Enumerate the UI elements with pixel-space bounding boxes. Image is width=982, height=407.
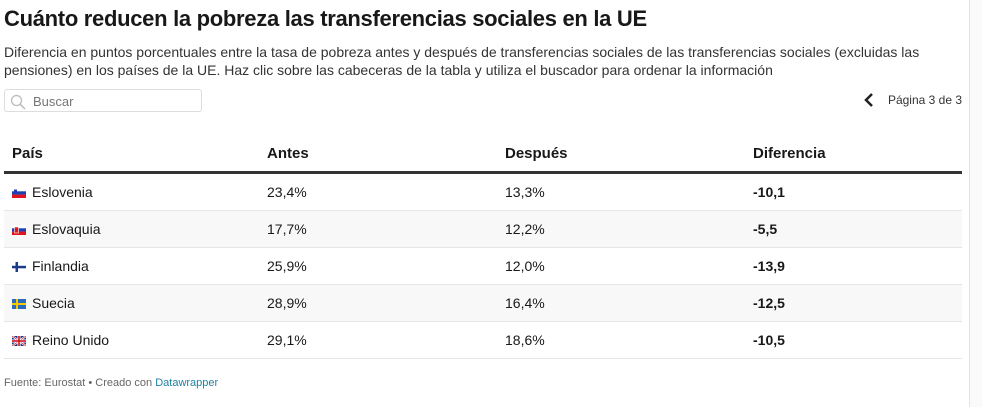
- country-name: Finlandia: [32, 258, 89, 274]
- diferencia-cell: -5,5: [745, 210, 962, 248]
- subtitle: Diferencia en puntos porcentuales entre …: [4, 44, 920, 78]
- country-cell: Finlandia: [4, 247, 259, 285]
- scrollbar[interactable]: [969, 0, 982, 407]
- column-header-antes[interactable]: Antes: [259, 135, 497, 174]
- country-name: Reino Unido: [32, 332, 110, 348]
- column-header-diferencia[interactable]: Diferencia: [745, 135, 962, 174]
- antes-cell: 17,7%: [259, 210, 497, 248]
- previous-page-button[interactable]: [864, 93, 874, 107]
- search-input[interactable]: [31, 92, 200, 111]
- despues-cell: 12,2%: [497, 210, 745, 248]
- page-indicator: Página 3 de 3: [887, 93, 962, 107]
- flag-fi-icon: [12, 262, 26, 272]
- country-name: Suecia: [32, 295, 75, 311]
- source-text: Fuente: Eurostat • Creado con: [4, 377, 156, 389]
- page-title: Cuánto reducen la pobreza las transferen…: [4, 6, 647, 31]
- diferencia-cell: -13,9: [745, 247, 962, 285]
- table-row: Eslovaquia 17,7% 12,2% -5,5: [4, 210, 962, 248]
- despues-cell: 12,0%: [497, 247, 745, 285]
- diferencia-cell: -10,5: [745, 321, 962, 359]
- country-cell: Eslovenia: [4, 172, 259, 211]
- flag-se-icon: [12, 299, 26, 309]
- country-cell: Reino Unido: [4, 321, 259, 359]
- column-header-pais[interactable]: País: [4, 135, 259, 174]
- footer: Fuente: Eurostat • Creado con Datawrappe…: [4, 377, 218, 389]
- country-cell: Suecia: [4, 284, 259, 322]
- flag-sk-icon: [12, 225, 26, 235]
- antes-cell: 28,9%: [259, 284, 497, 322]
- country-cell: Eslovaquia: [4, 210, 259, 248]
- chevron-left-icon: [864, 93, 873, 107]
- table-row: Finlandia 25,9% 12,0% -13,9: [4, 247, 962, 285]
- table-row: Eslovenia 23,4% 13,3% -10,1: [4, 172, 962, 211]
- antes-cell: 29,1%: [259, 321, 497, 359]
- flag-si-icon: [12, 188, 26, 198]
- diferencia-cell: -10,1: [745, 172, 962, 211]
- search-box[interactable]: [4, 89, 202, 112]
- table-row: Suecia 28,9% 16,4% -12,5: [4, 284, 962, 322]
- country-name: Eslovenia: [32, 184, 93, 200]
- despues-cell: 13,3%: [497, 172, 745, 211]
- despues-cell: 16,4%: [497, 284, 745, 322]
- country-name: Eslovaquia: [32, 221, 101, 237]
- pagination: Página 3 de 3: [864, 93, 962, 107]
- flag-gb-icon: [12, 336, 26, 346]
- column-header-despues[interactable]: Después: [497, 135, 745, 174]
- table-row: Reino Unido 29,1% 18,6% -10,5: [4, 321, 962, 359]
- search-icon: [10, 94, 26, 110]
- despues-cell: 18,6%: [497, 321, 745, 359]
- data-table: País Antes Después Diferencia Eslovenia …: [4, 135, 962, 359]
- diferencia-cell: -12,5: [745, 284, 962, 322]
- datawrapper-link[interactable]: Datawrapper: [155, 377, 219, 389]
- antes-cell: 23,4%: [259, 172, 497, 211]
- antes-cell: 25,9%: [259, 247, 497, 285]
